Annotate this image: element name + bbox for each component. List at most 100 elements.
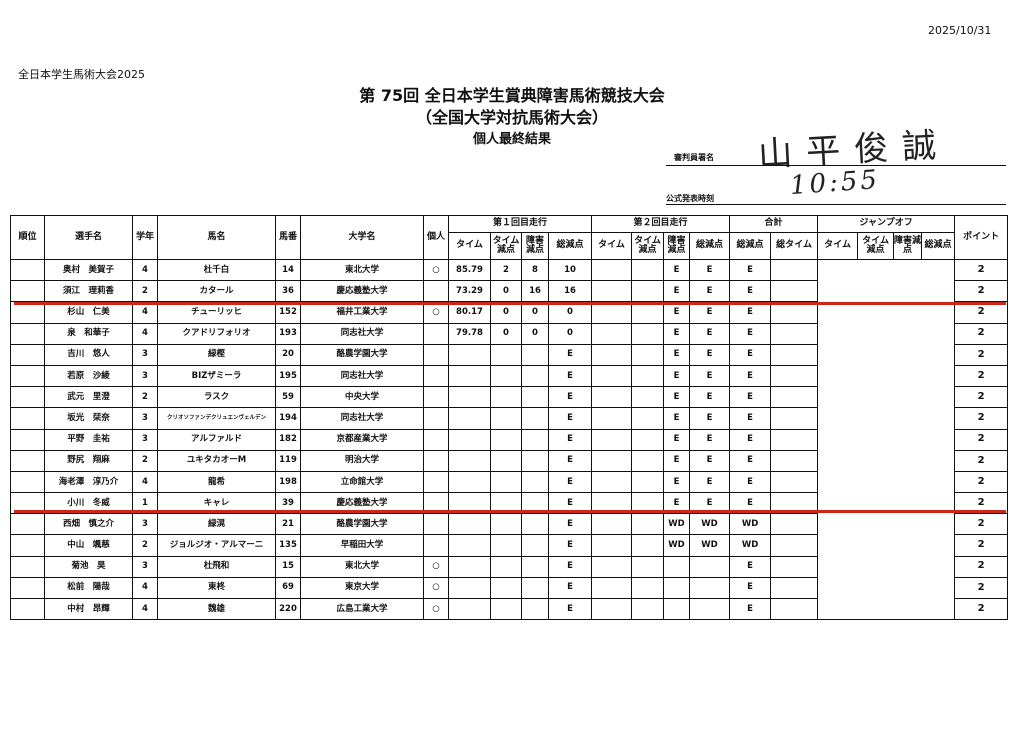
cell-r1-time-penalty [490,555,522,578]
header-r1-obstacle-penalty: 障害減点 [521,232,549,260]
header-horse-no: 馬番 [275,215,301,260]
cell-r2-time [591,364,633,388]
cell-individual: ○ [423,301,449,324]
cell-r2-time-penalty [631,364,665,388]
cell-horse-no: 195 [275,364,301,388]
time-line [666,204,1006,205]
header-sum-total-time: 総タイム [770,232,819,260]
cell-r1-total-penalty: E [547,492,593,515]
cell-rank [10,301,45,324]
cell-university: 京都産業大学 [300,428,424,451]
cell-sum-total-time [770,301,819,324]
cell-sum-total-time [770,449,819,472]
header-total: 合計 [729,215,819,233]
cell-r2-total-penalty [689,576,731,600]
cell-r1-time-penalty: 2 [490,258,522,282]
header-rider: 選手名 [44,215,133,260]
jumpoff-cell [817,258,956,621]
cell-r1-time [448,597,491,621]
cell-sum-total-penalty: WD [729,513,772,536]
cell-r1-time [448,449,491,472]
cell-r1-obstacle-penalty [521,470,549,494]
header-individual: 個人 [423,215,449,260]
cell-horse: チューリッヒ [157,301,276,324]
cell-r1-obstacle-penalty [521,364,549,388]
cell-r1-time-penalty [490,534,522,557]
cell-r1-time: 79.78 [448,322,491,345]
cell-horse: 龍希 [157,470,276,494]
cell-r1-total-penalty: E [547,449,593,472]
cell-sum-total-time [770,555,819,578]
cell-year: 4 [132,470,158,494]
cell-sum-total-penalty: E [729,470,772,494]
cell-rank [10,576,45,600]
table-row: 西畑 慎之介 3 緑滉 21 酪農学園大学 E WD WD WD 2 [10,513,1009,536]
header-r1-time: タイム [448,232,491,260]
cell-year: 4 [132,597,158,621]
cell-horse: クアドリフォリオ [157,322,276,345]
header-jumpoff: ジャンプオフ [817,215,956,233]
header-round1: 第１回目走行 [447,215,593,233]
cell-individual [423,449,449,472]
cell-points: 2 [954,449,1009,472]
cell-year: 3 [132,513,158,536]
cell-sum-total-penalty: E [729,386,772,409]
cell-horse: カタール [157,280,276,303]
organizer-name: 全日本学生馬術大会2025 [18,68,145,81]
cell-horse-no: 69 [275,576,301,600]
cell-individual: ○ [423,555,449,578]
cell-r2-time [591,322,633,345]
cell-rider: 吉川 悠人 [44,343,133,366]
cell-sum-total-time [770,407,819,430]
cell-horse: BIZザミーラ [157,364,276,388]
cell-individual [423,343,449,366]
cell-individual [423,534,449,557]
cell-year: 3 [132,343,158,366]
cell-r2-time [591,470,633,494]
cell-points: 2 [954,534,1009,557]
cell-points: 2 [954,555,1009,578]
cell-rider: 海老澤 淳乃介 [44,470,133,494]
cell-horse-no: 20 [275,343,301,366]
cell-year: 3 [132,364,158,388]
cell-sum-total-time [770,513,819,536]
cell-r1-total-penalty: E [547,364,593,388]
cell-r2-obstacle-penalty: WD [663,513,691,536]
cell-points: 2 [954,280,1009,303]
cell-rank [10,386,45,409]
cell-r2-total-penalty: E [689,343,731,366]
cell-r2-obstacle-penalty: E [663,386,691,409]
cell-year: 2 [132,534,158,557]
cell-university: 酪農学園大学 [300,343,424,366]
table-row: 奥村 美賀子 4 杜千白 14 東北大学 ○ 85.79 2 8 10 E E E 2 [10,258,1009,621]
official-time: 10:55 [789,164,881,202]
cell-r2-total-penalty: E [689,364,731,388]
cell-r1-time: 85.79 [448,258,491,282]
cell-sum-total-time [770,386,819,409]
cell-individual [423,470,449,494]
table-row: 坂光 栞奈 3 クリオソファンデクリュエンヴェルデン 194 同志社大学 E E E E 2 [10,407,1009,430]
cell-sum-total-penalty: E [729,555,772,578]
cell-horse: 杜千白 [157,258,276,282]
cell-r1-total-penalty: E [547,534,593,557]
cell-r1-total-penalty: E [547,470,593,494]
document-section-title: 個人最終結果 [472,132,551,147]
cell-r1-obstacle-penalty: 0 [521,301,549,324]
cell-r2-total-penalty: E [689,470,731,494]
cell-individual [423,364,449,388]
cell-university: 福井工業大学 [300,301,424,324]
cell-r2-time-penalty [631,386,665,409]
cell-year: 4 [132,322,158,345]
cell-rank [10,343,45,366]
cell-r2-time-penalty [631,576,665,600]
cell-sum-total-time [770,534,819,557]
cell-r1-time [448,555,491,578]
cell-horse-no: 220 [275,597,301,621]
cell-points: 2 [954,258,1009,282]
cell-sum-total-time [770,428,819,451]
cell-r2-obstacle-penalty: WD [663,534,691,557]
cell-r1-time-penalty [490,597,522,621]
cell-year: 4 [132,576,158,600]
cell-university: 立命館大学 [300,470,424,494]
cell-r1-time-penalty [490,343,522,366]
